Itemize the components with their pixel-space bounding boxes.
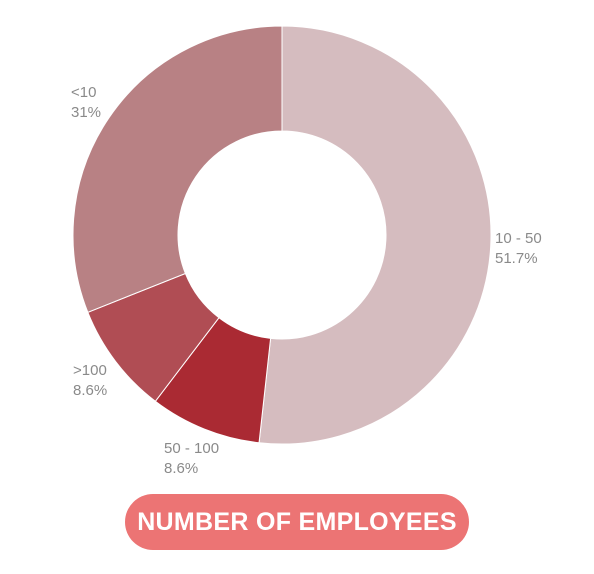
slice-label-3: <10: [71, 84, 96, 101]
slices-group: [72, 25, 492, 445]
slice-3: [72, 25, 283, 313]
slice-value-label-2: 8.6%: [73, 382, 107, 399]
slice-value-label-0: 51.7%: [495, 250, 538, 267]
slice-label-0: 10 - 50: [495, 230, 542, 247]
slice-label-1: 50 - 100: [164, 440, 219, 457]
slice-value-label-3: 31%: [71, 104, 101, 121]
chart-title-badge: NUMBER OF EMPLOYEES: [125, 494, 469, 550]
slice-label-2: >100: [73, 362, 107, 379]
chart-title: NUMBER OF EMPLOYEES: [137, 507, 457, 536]
slice-0: [258, 25, 492, 445]
slice-value-label-1: 8.6%: [164, 460, 198, 477]
labels-group: 10 - 50 51.7% 50 - 100 8.6% >100 8.6% <10 31%: [71, 84, 542, 477]
